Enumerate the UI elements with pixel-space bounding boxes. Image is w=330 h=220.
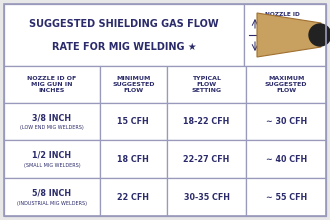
- Text: 1/2 INCH: 1/2 INCH: [32, 151, 72, 160]
- Text: RATE FOR MIG WELDING ★: RATE FOR MIG WELDING ★: [52, 42, 196, 52]
- Polygon shape: [257, 13, 321, 57]
- Text: MAXIMUM
SUGGESTED
FLOW: MAXIMUM SUGGESTED FLOW: [265, 76, 308, 93]
- Text: NOZZLE ID: NOZZLE ID: [265, 13, 300, 18]
- Text: ★: ★: [43, 178, 77, 216]
- Bar: [4, 66, 100, 103]
- Text: ∼ 55 CFH: ∼ 55 CFH: [266, 193, 307, 202]
- Bar: [167, 141, 247, 178]
- Text: NOZZLE ID OF
MIG GUN IN
INCHES: NOZZLE ID OF MIG GUN IN INCHES: [27, 76, 77, 93]
- Text: 15 CFH: 15 CFH: [117, 117, 149, 126]
- Bar: [4, 103, 100, 141]
- Text: 22-27 CFH: 22-27 CFH: [183, 155, 230, 164]
- Text: ★: ★: [43, 103, 77, 141]
- Text: SUGGESTED SHIELDING GAS FLOW: SUGGESTED SHIELDING GAS FLOW: [29, 19, 219, 29]
- Bar: [100, 103, 167, 141]
- Text: MINIMUM
SUGGESTED
FLOW: MINIMUM SUGGESTED FLOW: [112, 76, 154, 93]
- Bar: [244, 4, 326, 66]
- Bar: [100, 141, 167, 178]
- Text: 5/8 INCH: 5/8 INCH: [32, 189, 72, 198]
- Text: (INDUSTRIAL MIG WELDERS): (INDUSTRIAL MIG WELDERS): [17, 201, 87, 206]
- Text: (SMALL MIG WELDERS): (SMALL MIG WELDERS): [24, 163, 80, 168]
- Text: 22 CFH: 22 CFH: [117, 193, 149, 202]
- Bar: [100, 66, 167, 103]
- Text: 30-35 CFH: 30-35 CFH: [183, 193, 230, 202]
- Text: 3/8 INCH: 3/8 INCH: [32, 113, 72, 122]
- Text: 18-22 CFH: 18-22 CFH: [183, 117, 230, 126]
- Bar: [4, 178, 100, 216]
- Bar: [167, 66, 247, 103]
- Circle shape: [309, 24, 330, 46]
- Bar: [167, 178, 247, 216]
- Bar: [247, 66, 326, 103]
- Text: ∼ 40 CFH: ∼ 40 CFH: [266, 155, 307, 164]
- Text: ★: ★: [43, 140, 77, 178]
- Text: ∼ 30 CFH: ∼ 30 CFH: [266, 117, 307, 126]
- Bar: [4, 141, 100, 178]
- Bar: [4, 4, 244, 66]
- Bar: [247, 178, 326, 216]
- Text: TYPICAL
FLOW
SETTING: TYPICAL FLOW SETTING: [191, 76, 222, 93]
- Text: (LOW END MIG WELDERS): (LOW END MIG WELDERS): [20, 125, 84, 130]
- Bar: [167, 103, 247, 141]
- Bar: [100, 178, 167, 216]
- Text: 18 CFH: 18 CFH: [117, 155, 149, 164]
- Bar: [247, 141, 326, 178]
- Bar: [247, 103, 326, 141]
